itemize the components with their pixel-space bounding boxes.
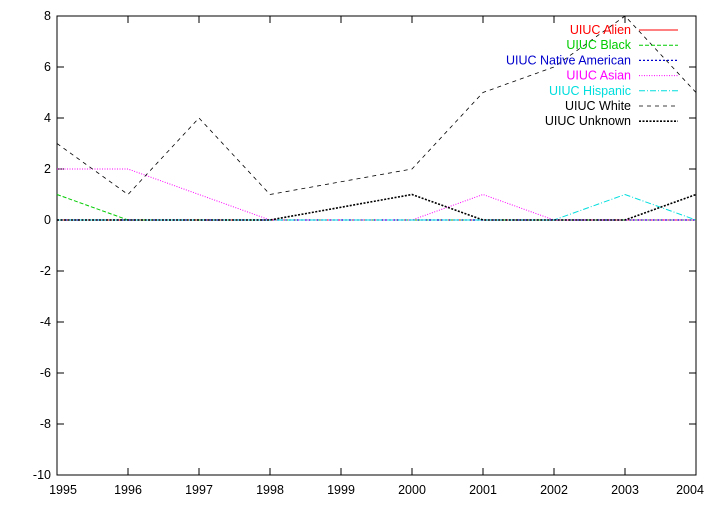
legend-label: UIUC Black bbox=[566, 38, 631, 52]
series-lines bbox=[56, 15, 697, 221]
x-tick-label: 2002 bbox=[540, 483, 568, 497]
x-tick-label: 2000 bbox=[398, 483, 426, 497]
x-tick-label: 1999 bbox=[327, 483, 355, 497]
series-line-uiuc-hispanic bbox=[57, 193, 697, 221]
y-tick-label: 2 bbox=[44, 162, 51, 176]
legend-label: UIUC Unknown bbox=[545, 114, 631, 128]
legend-label: UIUC Alien bbox=[570, 23, 631, 37]
x-tick-label: 2001 bbox=[469, 483, 497, 497]
series-line-uiuc-unknown bbox=[57, 193, 697, 221]
x-tick-label: 1996 bbox=[114, 483, 142, 497]
y-tick-label: -10 bbox=[33, 468, 51, 482]
series-line-uiuc-white bbox=[56, 15, 697, 196]
legend-label: UIUC Native American bbox=[506, 53, 631, 67]
y-tick-label: -6 bbox=[40, 366, 51, 380]
x-tick-label: 1997 bbox=[185, 483, 213, 497]
plot-frame bbox=[56, 15, 697, 476]
axis-ticks: -10 -8 -6 -4 -2 0 2 4 6 8 1995 1996 1997 1998 1999 2000… bbox=[33, 9, 704, 497]
x-tick-label: 1995 bbox=[49, 483, 77, 497]
x-tick-label: 2004 bbox=[676, 483, 704, 497]
y-tick-label: -8 bbox=[40, 417, 51, 431]
y-tick-label: 8 bbox=[44, 9, 51, 23]
y-tick-label: -4 bbox=[40, 315, 51, 329]
series-line-uiuc-black bbox=[56, 194, 696, 221]
legend-label: UIUC Asian bbox=[566, 69, 631, 83]
legend-label: UIUC White bbox=[565, 99, 631, 113]
legend-label: UIUC Hispanic bbox=[549, 84, 631, 98]
x-tick-label: 2003 bbox=[611, 483, 639, 497]
series-line-uiuc-asian bbox=[57, 168, 696, 221]
y-tick-label: 0 bbox=[44, 213, 51, 227]
y-tick-label: 6 bbox=[44, 60, 51, 74]
x-tick-label: 1998 bbox=[256, 483, 284, 497]
y-tick-label: -2 bbox=[40, 264, 51, 278]
y-tick-label: 4 bbox=[44, 111, 51, 125]
